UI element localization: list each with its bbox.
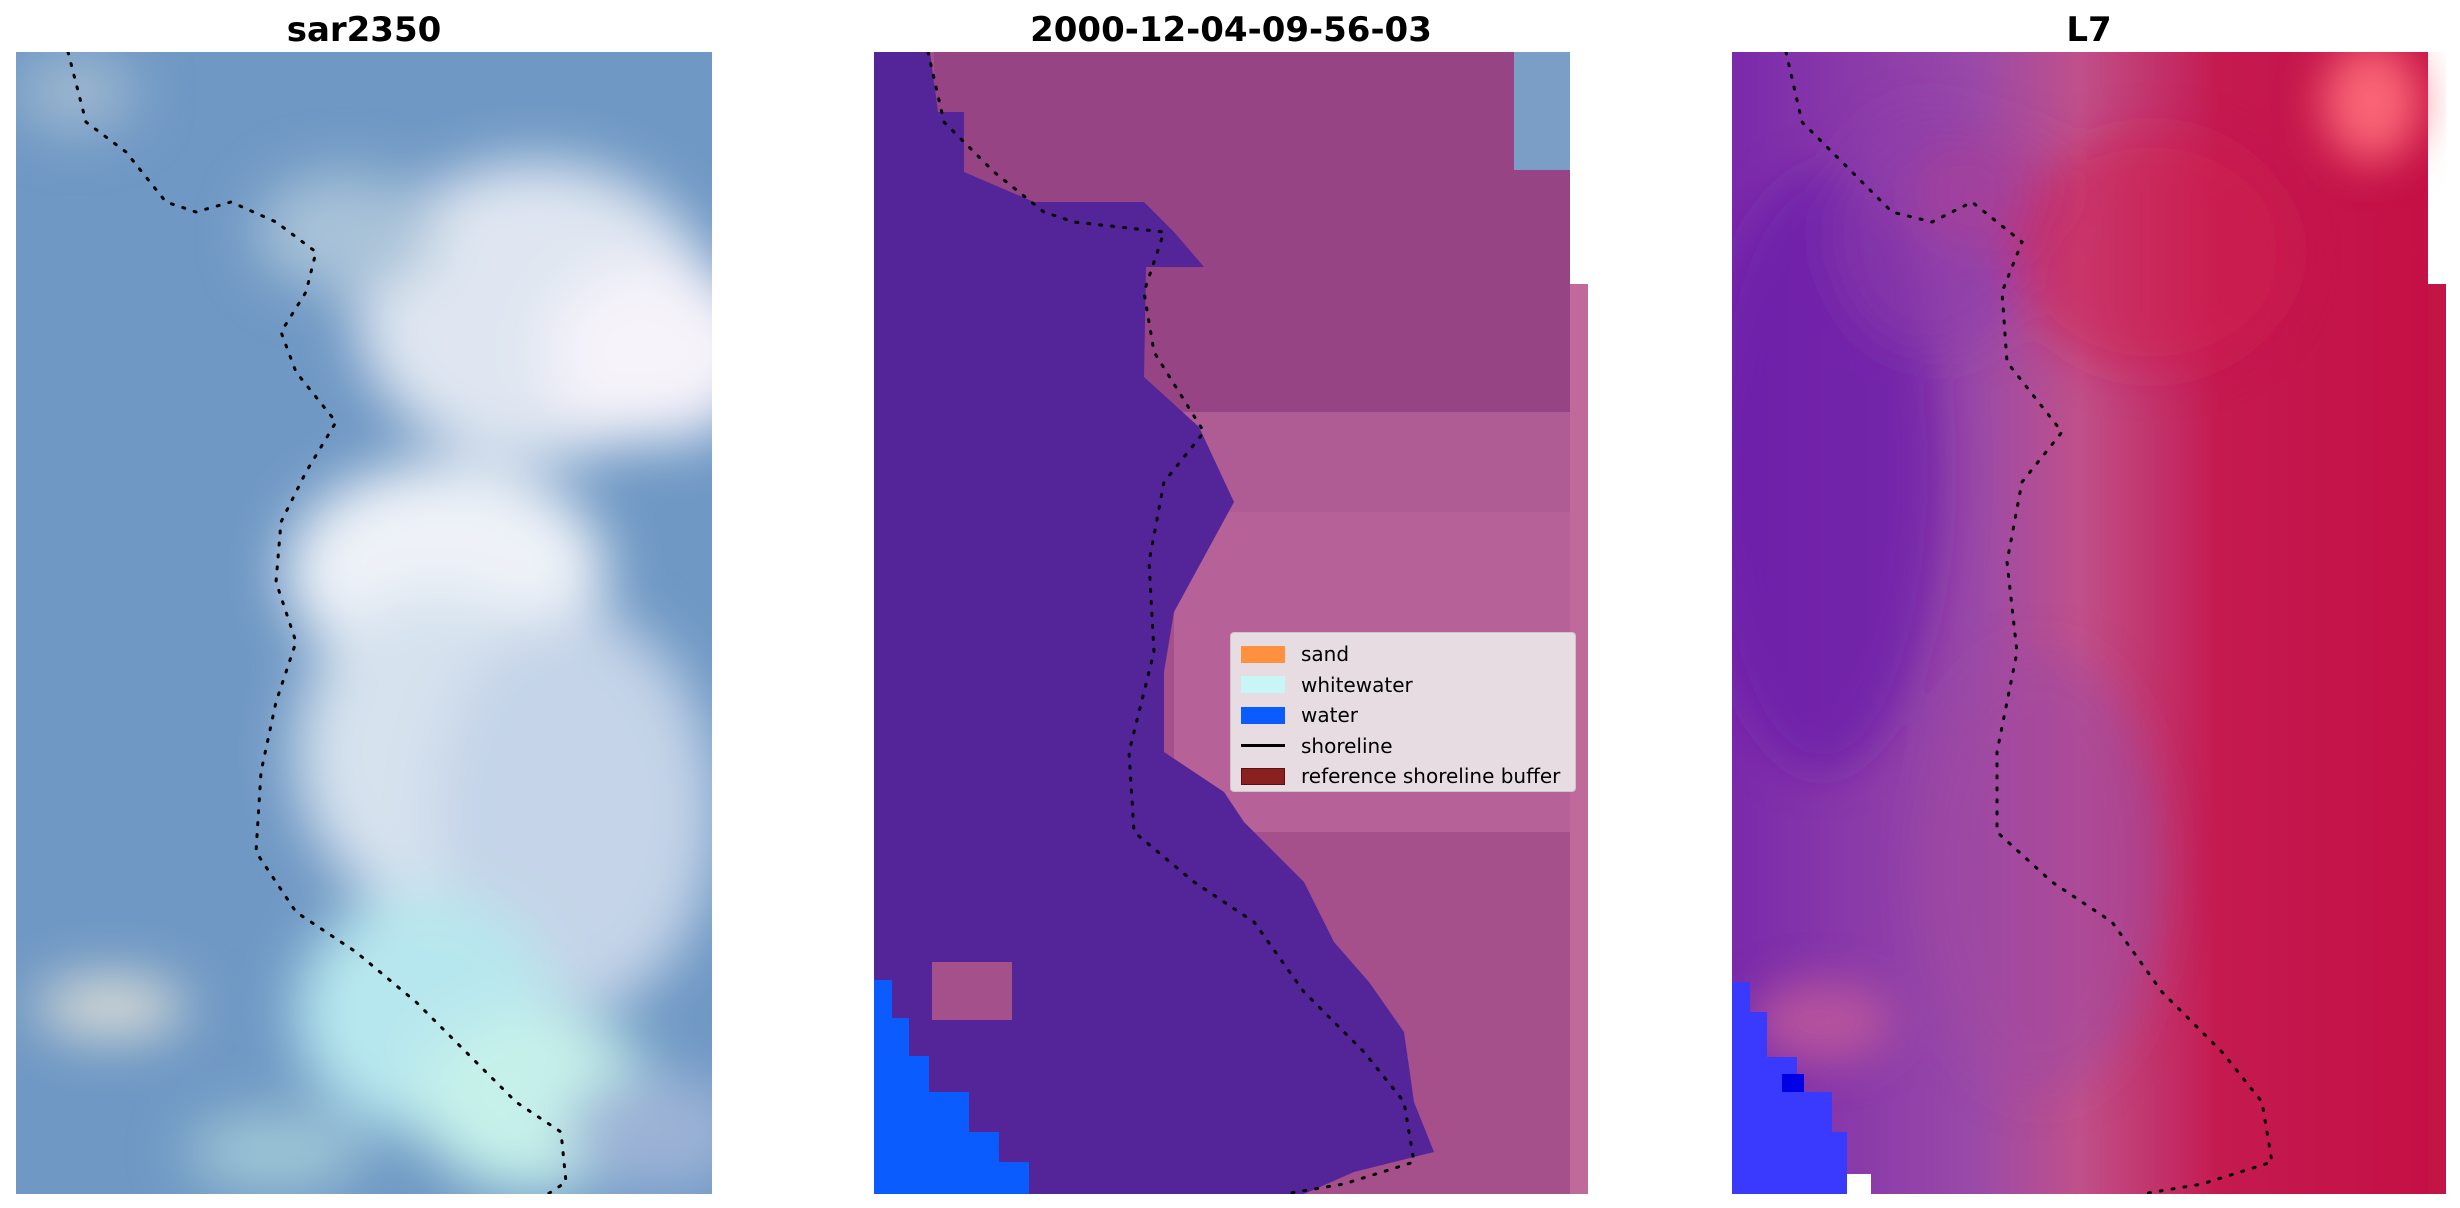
legend-swatch-whitewater bbox=[1241, 676, 1285, 694]
shoreline-dotted bbox=[66, 52, 568, 1194]
legend-label-water: water bbox=[1301, 703, 1358, 728]
legend-item-whitewater: whitewater bbox=[1241, 670, 1565, 701]
shoreline-dotted bbox=[926, 52, 1416, 1194]
legend-swatch-shoreline bbox=[1241, 737, 1285, 754]
index-image-panel bbox=[1732, 52, 2446, 1194]
legend-item-water: water bbox=[1241, 700, 1565, 731]
panel-title-classified: 2000-12-04-09-56-03 bbox=[1030, 10, 1432, 50]
legend-label-shoreline: shoreline bbox=[1301, 733, 1393, 758]
legend-label-reference-buffer: reference shoreline buffer bbox=[1301, 764, 1561, 789]
classified-blue-water bbox=[874, 980, 1029, 1194]
classified-image-panel bbox=[874, 52, 1588, 1194]
legend-label-whitewater: whitewater bbox=[1301, 672, 1413, 697]
rgb-image-panel bbox=[16, 52, 712, 1194]
classified-water-region bbox=[874, 52, 1434, 1194]
legend-swatch-sand bbox=[1241, 645, 1285, 663]
legend-item-shoreline: shoreline bbox=[1241, 731, 1565, 762]
panel-title-rgb: sar2350 bbox=[286, 10, 442, 50]
legend: sand whitewater water shoreline referenc… bbox=[1230, 632, 1576, 792]
shoreline-dotted bbox=[1784, 52, 2274, 1194]
panel-title-index: L7 bbox=[2066, 10, 2112, 50]
legend-label-sand: sand bbox=[1301, 642, 1350, 667]
legend-item-reference-buffer: reference shoreline buffer bbox=[1241, 761, 1565, 792]
legend-swatch-reference-buffer bbox=[1241, 767, 1285, 785]
legend-swatch-water bbox=[1241, 706, 1285, 724]
legend-item-sand: sand bbox=[1241, 639, 1565, 670]
